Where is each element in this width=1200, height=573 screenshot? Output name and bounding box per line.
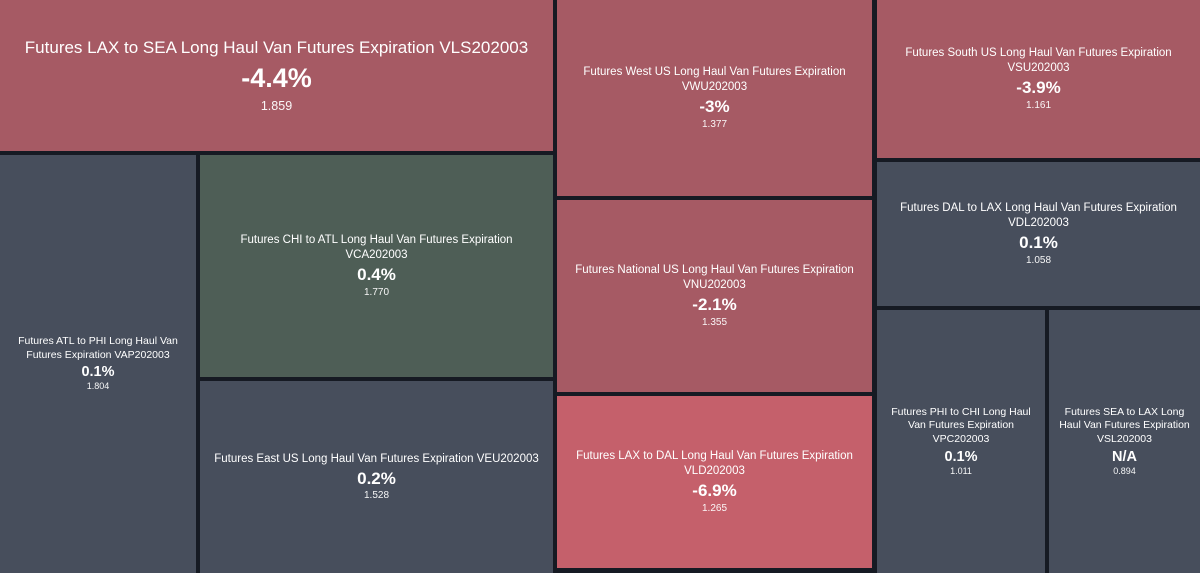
tile-change-percent: -3% [699,97,730,117]
tile-value: 1.058 [1025,254,1052,266]
tile-title: Futures West US Long Haul Van Futures Ex… [583,66,846,94]
tile-title: Futures South US Long Haul Van Futures E… [905,47,1172,75]
tile-title: Futures East US Long Haul Van Futures Ex… [214,452,539,465]
tile-value: 1.859 [260,98,293,113]
tile-title: Futures DAL to LAX Long Haul Van Futures… [900,202,1177,230]
tile-change-percent: -4.4% [241,63,312,94]
tile-change-percent: 0.4% [357,265,396,285]
treemap-tile-vap202003[interactable]: Futures ATL to PHI Long Haul Van Futures… [0,155,196,573]
tile-title: Futures CHI to ATL Long Haul Van Futures… [240,234,513,262]
tile-value: 1.804 [86,381,110,392]
tile-value: 1.770 [363,286,390,298]
tile-title: Futures ATL to PHI Long Haul Van Futures… [18,334,178,361]
tile-title: Futures National US Long Haul Van Future… [575,264,854,292]
tile-value: 1.377 [701,118,728,130]
treemap-tile-vls202003[interactable]: Futures LAX to SEA Long Haul Van Futures… [0,0,553,151]
tile-change-percent: 0.2% [357,468,396,488]
tile-change-percent: -6.9% [692,481,737,501]
tile-title: Futures SEA to LAX Long Haul Van Futures… [1059,405,1190,445]
treemap-tile-vwu202003[interactable]: Futures West US Long Haul Van Futures Ex… [557,0,872,196]
tile-value: 1.161 [1025,99,1052,111]
tile-change-percent: 0.1% [944,448,978,465]
treemap-tile-vsu202003[interactable]: Futures South US Long Haul Van Futures E… [877,0,1200,158]
tile-value: 1.355 [701,316,728,328]
tile-change-percent: 0.1% [81,364,115,381]
treemap-tile-veu202003[interactable]: Futures East US Long Haul Van Futures Ex… [200,381,553,573]
tile-change-percent: N/A [1112,448,1137,465]
tile-change-percent: -2.1% [692,295,737,315]
tile-title: Futures LAX to SEA Long Haul Van Futures… [24,37,529,57]
treemap-tile-vnu202003[interactable]: Futures National US Long Haul Van Future… [557,200,872,392]
tile-value: 1.011 [950,465,972,476]
treemap-tile-vld202003[interactable]: Futures LAX to DAL Long Haul Van Futures… [557,396,872,568]
tile-title: Futures PHI to CHI Long Haul Van Futures… [891,405,1031,445]
treemap-tile-vsl202003[interactable]: Futures SEA to LAX Long Haul Van Futures… [1049,310,1200,573]
treemap-tile-vpc202003[interactable]: Futures PHI to CHI Long Haul Van Futures… [877,310,1045,573]
tile-title: Futures LAX to DAL Long Haul Van Futures… [576,450,853,478]
tile-value: 1.265 [701,502,728,514]
tile-value: 1.528 [363,490,390,502]
tile-value: 0.894 [1113,465,1136,476]
tile-change-percent: -3.9% [1016,78,1061,98]
treemap-tile-vca202003[interactable]: Futures CHI to ATL Long Haul Van Futures… [200,155,553,377]
treemap-tile-vdl202003[interactable]: Futures DAL to LAX Long Haul Van Futures… [877,162,1200,306]
tile-change-percent: 0.1% [1019,233,1058,253]
